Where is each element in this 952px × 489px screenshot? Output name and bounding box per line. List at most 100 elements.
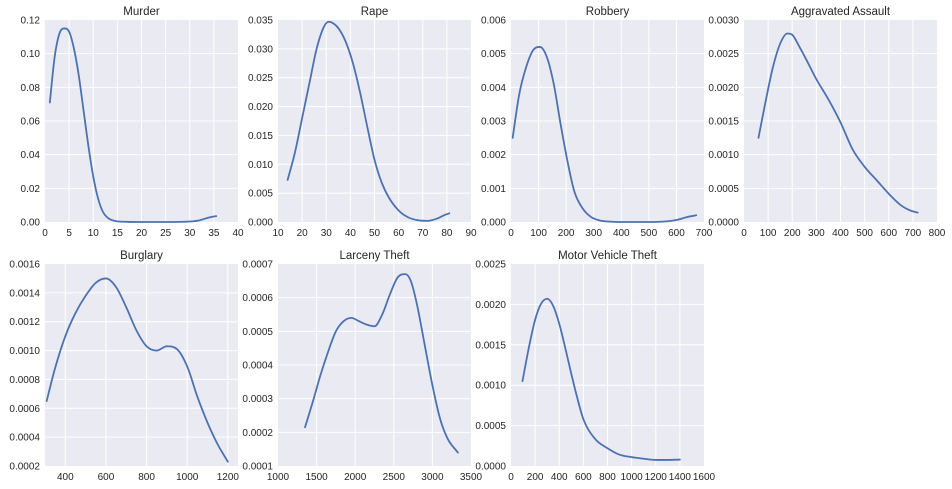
- subplot-aggravated-assault: 0 100 200 300 400 500 600 700 800 0.0000 0.0005 0.0…: [708, 6, 945, 239]
- subplot-motor-vehicle-theft: 0 200 400 600 800 1000 1200 1400 1600 0.0000 0.000…: [475, 250, 715, 483]
- density-line: [45, 277, 229, 463]
- subplot-title: Motor Vehicle Theft: [558, 250, 658, 262]
- y-tick-label: 0.0016: [9, 260, 40, 271]
- y-tick-label: 0.030: [248, 44, 273, 55]
- y-tick-label: 0.005: [248, 189, 273, 200]
- x-tick-label: 1000: [267, 472, 290, 483]
- x-tick-label: 800: [929, 228, 946, 239]
- y-tick-label: 0.0006: [9, 404, 40, 415]
- x-tick-label: 3000: [421, 472, 444, 483]
- y-tick-label: 0.0010: [475, 381, 506, 392]
- y-tick-label: 0.0003: [242, 394, 273, 405]
- x-tick-label: 1000: [621, 472, 644, 483]
- y-tick-label: 0.0000: [708, 218, 739, 229]
- x-tick-label: 60: [393, 228, 405, 239]
- subplot-robbery: 0 100 200 300 400 500 600 700 0.000 0.001 0.002 0.0…: [481, 6, 713, 239]
- y-tick-label: 0.002: [481, 150, 506, 161]
- subplot-title: Rape: [361, 6, 389, 18]
- x-tick-label: 500: [856, 228, 873, 239]
- y-tick-label: 0.000: [248, 218, 273, 229]
- y-tick-label: 0.0007: [242, 260, 273, 271]
- y-tick-label: 0.0030: [708, 16, 739, 27]
- density-line: [511, 46, 698, 223]
- x-tick-label: 1200: [645, 472, 668, 483]
- x-tick-label: 400: [613, 228, 630, 239]
- x-tick-label: 400: [551, 472, 568, 483]
- x-tick-label: 90: [465, 228, 477, 239]
- x-tick-label: 1400: [669, 472, 692, 483]
- x-tick-label: 200: [527, 472, 544, 483]
- subplot-title: Murder: [123, 6, 160, 18]
- x-tick-label: 700: [696, 228, 713, 239]
- x-tick-label: 20: [136, 228, 148, 239]
- x-tick-label: 800: [599, 472, 616, 483]
- x-tick-label: 25: [160, 228, 172, 239]
- x-tick-label: 0: [42, 228, 48, 239]
- density-line: [521, 297, 681, 461]
- y-tick-label: 0.0005: [475, 421, 506, 432]
- y-tick-label: 0.10: [21, 49, 41, 60]
- plot-area: [45, 264, 238, 466]
- x-tick-label: 20: [297, 228, 309, 239]
- x-tick-label: 15: [112, 228, 124, 239]
- x-tick-label: 30: [321, 228, 333, 239]
- y-tick-label: 0.0025: [708, 49, 739, 60]
- y-tick-label: 0.0002: [242, 428, 273, 439]
- y-tick-label: 0.04: [21, 150, 41, 161]
- x-tick-label: 300: [808, 228, 825, 239]
- subplot-title: Burglary: [120, 250, 163, 262]
- x-tick-label: 1600: [693, 472, 716, 483]
- x-tick-label: 0: [741, 228, 747, 239]
- x-tick-label: 10: [88, 228, 100, 239]
- y-tick-label: 0.0004: [242, 361, 273, 372]
- x-tick-label: 600: [668, 228, 685, 239]
- y-tick-label: 0.005: [481, 49, 506, 60]
- x-tick-label: 500: [641, 228, 658, 239]
- y-tick-label: 0.0002: [9, 462, 40, 473]
- subplot-title: Aggravated Assault: [791, 6, 891, 18]
- y-tick-label: 0.0000: [475, 462, 506, 473]
- y-tick-label: 0.010: [248, 160, 273, 171]
- y-tick-label: 0.0015: [475, 340, 506, 351]
- y-tick-label: 0.12: [21, 16, 41, 27]
- x-tick-label: 10: [272, 228, 284, 239]
- y-tick-label: 0.003: [481, 117, 506, 128]
- x-tick-label: 400: [832, 228, 849, 239]
- x-tick-label: 30: [184, 228, 196, 239]
- subplot-title: Robbery: [586, 6, 630, 18]
- x-tick-label: 1000: [176, 472, 199, 483]
- x-tick-label: 2500: [383, 472, 406, 483]
- x-tick-label: 35: [208, 228, 220, 239]
- x-tick-label: 0: [508, 228, 514, 239]
- density-line: [757, 32, 919, 214]
- y-tick-label: 0.0014: [9, 288, 40, 299]
- y-tick-label: 0.006: [481, 16, 506, 27]
- x-tick-label: 800: [138, 472, 155, 483]
- y-tick-label: 0.08: [21, 83, 41, 94]
- density-line: [286, 20, 451, 222]
- y-tick-label: 0.00: [21, 218, 41, 229]
- x-tick-label: 400: [57, 472, 74, 483]
- x-tick-label: 1500: [305, 472, 328, 483]
- x-tick-label: 700: [905, 228, 922, 239]
- subplot-rape: 10 20 30 40 50 60 70 80 90 0.000 0.005 0.010 0.015 0.…: [248, 6, 477, 239]
- y-tick-label: 0.0006: [242, 293, 273, 304]
- x-tick-label: 200: [784, 228, 801, 239]
- subplot-larceny-theft: 1000 1500 2000 2500 3000 3500 0.0001 0.0002 0.00…: [242, 250, 482, 483]
- y-tick-label: 0.000: [481, 218, 506, 229]
- x-tick-label: 1200: [217, 472, 240, 483]
- y-tick-label: 0.035: [248, 16, 273, 27]
- subplot-burglary: 400 600 800 1000 1200 0.0002 0.0004 0.0006 0.000…: [9, 250, 239, 483]
- y-tick-label: 0.0010: [9, 346, 40, 357]
- x-tick-label: 600: [575, 472, 592, 483]
- y-tick-label: 0.0001: [242, 462, 273, 473]
- y-tick-label: 0.0004: [9, 433, 40, 444]
- x-tick-label: 5: [66, 228, 72, 239]
- x-tick-label: 0: [508, 472, 514, 483]
- y-tick-label: 0.004: [481, 83, 506, 94]
- y-tick-label: 0.0005: [708, 184, 739, 195]
- y-tick-label: 0.020: [248, 102, 273, 113]
- y-tick-label: 0.0012: [9, 317, 40, 328]
- x-tick-label: 600: [880, 228, 897, 239]
